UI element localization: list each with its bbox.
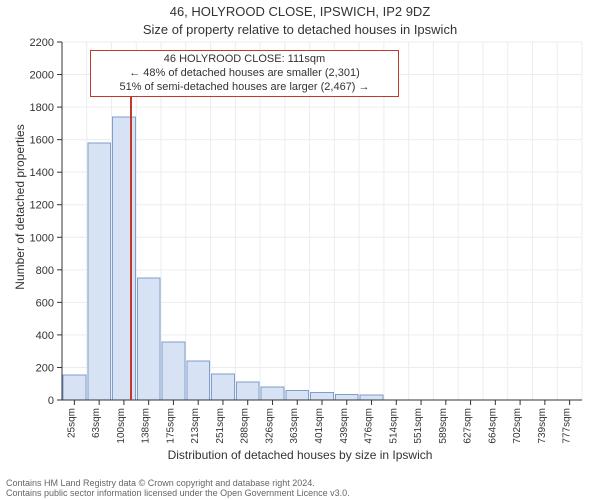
annotation-line-3: 51% of semi-detached houses are larger (… <box>97 81 392 95</box>
y-tick-label: 1000 <box>30 232 54 244</box>
x-tick-label: 514sqm <box>388 408 399 444</box>
x-tick-label: 664sqm <box>487 408 498 444</box>
histogram-bar <box>88 143 111 400</box>
x-tick-label: 63sqm <box>91 408 102 438</box>
y-tick-label: 600 <box>36 297 54 309</box>
x-tick-label: 551sqm <box>413 408 424 444</box>
histogram-bar <box>335 394 358 400</box>
x-axis-title-text: Distribution of detached houses by size … <box>168 448 433 462</box>
title-subtitle-text: Size of property relative to detached ho… <box>143 22 457 37</box>
y-tick-label: 800 <box>36 265 54 277</box>
histogram-bar <box>286 391 309 400</box>
x-tick-label: 251sqm <box>215 408 226 444</box>
x-tick-label: 213sqm <box>190 408 201 444</box>
y-tick-label: 200 <box>36 362 54 374</box>
footer-line-2: Contains public sector information licen… <box>6 488 350 498</box>
x-tick-label: 702sqm <box>512 408 523 444</box>
histogram-bar <box>162 342 185 400</box>
x-tick-label: 288sqm <box>240 408 251 444</box>
x-tick-label: 363sqm <box>289 408 300 444</box>
x-tick-label: 138sqm <box>141 408 152 444</box>
footer-line-1: Contains HM Land Registry data © Crown c… <box>6 478 350 488</box>
y-tick-label: 1400 <box>30 167 54 179</box>
title-address-text: 46, HOLYROOD CLOSE, IPSWICH, IP2 9DZ <box>170 4 431 19</box>
x-tick-label: 627sqm <box>463 408 474 444</box>
x-tick-label: 326sqm <box>264 408 275 444</box>
annotation-line-1: 46 HOLYROOD CLOSE: 111sqm <box>97 53 392 67</box>
copyright-footer: Contains HM Land Registry data © Crown c… <box>6 478 350 498</box>
y-axis-title-text: Number of detached properties <box>13 124 27 289</box>
histogram-bar <box>137 278 160 400</box>
annotation-line-2: ← 48% of detached houses are smaller (2,… <box>97 67 392 81</box>
y-tick-label: 1200 <box>30 200 54 212</box>
chart-container: 46, HOLYROOD CLOSE, IPSWICH, IP2 9DZ Siz… <box>0 0 600 500</box>
y-tick-label: 2200 <box>30 37 54 49</box>
x-tick-label: 401sqm <box>314 408 325 444</box>
x-tick-label: 100sqm <box>116 408 127 444</box>
x-tick-label: 175sqm <box>165 408 176 444</box>
histogram-bar <box>311 393 334 400</box>
histogram-bar <box>261 387 284 400</box>
histogram-bar <box>212 374 235 400</box>
histogram-bar <box>236 382 259 400</box>
x-tick-label: 25sqm <box>66 408 77 438</box>
x-axis-title: Distribution of detached houses by size … <box>0 448 600 462</box>
x-tick-label: 476sqm <box>364 408 375 444</box>
y-tick-label: 400 <box>36 330 54 342</box>
histogram-bar <box>360 395 383 400</box>
y-tick-label: 0 <box>48 395 54 407</box>
title-address: 46, HOLYROOD CLOSE, IPSWICH, IP2 9DZ <box>0 4 600 19</box>
annotation-box: 46 HOLYROOD CLOSE: 111sqm ← 48% of detac… <box>90 50 399 97</box>
histogram-bar <box>187 361 210 400</box>
title-subtitle: Size of property relative to detached ho… <box>0 22 600 37</box>
x-tick-label: 439sqm <box>339 408 350 444</box>
histogram-bar <box>63 375 86 400</box>
y-tick-label: 1600 <box>30 135 54 147</box>
x-tick-label: 777sqm <box>562 408 573 444</box>
y-axis-title: Number of detached properties <box>13 57 27 357</box>
y-tick-label: 2000 <box>30 70 54 82</box>
x-tick-label: 589sqm <box>438 408 449 444</box>
property-marker <box>130 97 132 400</box>
x-tick-label: 739sqm <box>537 408 548 444</box>
y-tick-label: 1800 <box>30 102 54 114</box>
